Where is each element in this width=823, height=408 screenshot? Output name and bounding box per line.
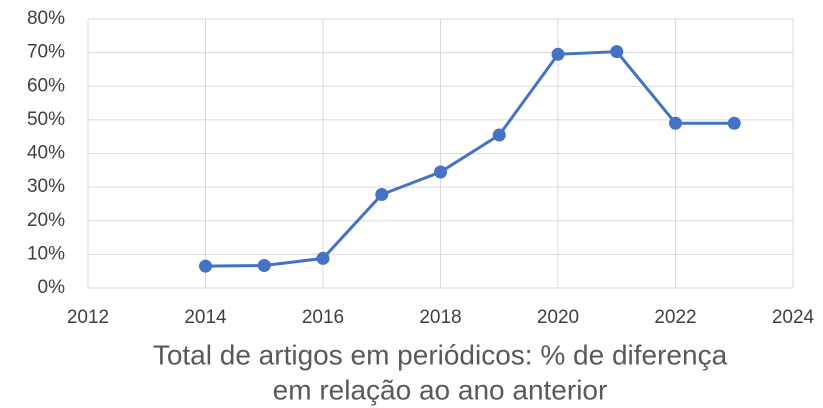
point [551, 47, 565, 61]
x-tick-label: 2024 [772, 307, 815, 328]
point [375, 188, 389, 202]
x-tick-label: 2018 [419, 307, 461, 328]
y-tick-label: 80% [27, 8, 65, 29]
y-tick-label: 20% [27, 210, 65, 231]
chart-title: em relação ao ano anterior [273, 374, 608, 405]
x-tick-label: 2020 [537, 307, 579, 328]
point [316, 251, 330, 265]
point [669, 116, 682, 130]
x-tick-label: 2012 [67, 307, 109, 328]
y-tick-label: 50% [27, 109, 65, 130]
x-tick-label: 2014 [184, 307, 227, 328]
point [434, 165, 447, 179]
y-tick-label: 60% [27, 75, 65, 96]
line [205, 50, 735, 268]
y-tick-label: 0% [38, 277, 66, 298]
x-tick-label: 2022 [654, 307, 696, 328]
point [199, 259, 212, 273]
y-tick-label: 70% [27, 42, 65, 63]
point [727, 116, 741, 130]
x-tick-label: 2016 [302, 307, 344, 328]
y-tick-label: 40% [27, 143, 65, 164]
point [610, 45, 624, 59]
point [257, 258, 271, 272]
y-tick-label: 30% [27, 176, 65, 197]
y-tick-label: 10% [27, 243, 65, 264]
chart-title: Total de artigos em periódicos: % de dif… [153, 339, 728, 370]
point [492, 128, 506, 142]
